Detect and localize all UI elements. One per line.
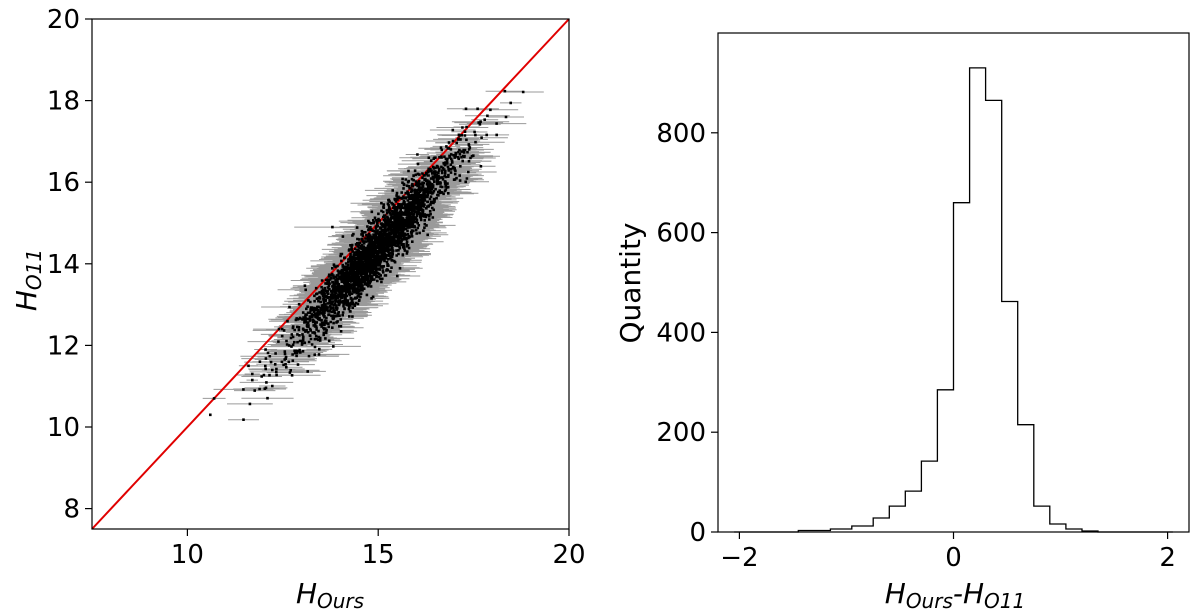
- histogram-x-tick-label: 0: [945, 543, 962, 573]
- histogram-y-tick-label: 400: [656, 318, 706, 348]
- scatter-plot-frame: [91, 18, 570, 530]
- histogram-y-ticks: 0 200 400 600 800: [656, 119, 718, 548]
- scatter-x-ticks: 10 15 20: [171, 529, 586, 570]
- scatter-x-tick-label: 10: [171, 540, 204, 570]
- scatter-y-tick-label: 12: [47, 331, 80, 361]
- scatter-x-axis-label: HOurs: [296, 577, 364, 613]
- scatter-y-tick-label: 20: [47, 5, 80, 35]
- scatter-y-tick-label: 8: [63, 495, 80, 525]
- scatter-y-tick-label: 14: [47, 250, 80, 280]
- scatter-x-tick-label: 15: [362, 540, 395, 570]
- histogram-y-tick-label: 0: [689, 518, 706, 548]
- histogram-x-tick-label: −2: [720, 543, 758, 573]
- scatter-y-tick-label: 18: [47, 87, 80, 117]
- histogram-panel: −2 0 2 0 200 400 600 800 HOurs-HO11 Quantity: [614, 32, 1190, 613]
- histogram-x-ticks: −2 0 2: [720, 532, 1176, 573]
- scatter-y-tick-label: 10: [47, 413, 80, 443]
- histogram-y-tick-label: 200: [656, 418, 706, 448]
- histogram-steps: [734, 67, 1173, 533]
- histogram-x-axis-label: HOurs-HO11: [885, 577, 1026, 613]
- scatter-points: [209, 89, 525, 422]
- scatter-panel: 10 15 20 8 10 12 14 16 18 20 HOurs HO11: [10, 5, 586, 613]
- scatter-y-ticks: 8 10 12 14 16 18 20: [47, 5, 92, 525]
- histogram-y-axis-label: Quantity: [614, 223, 647, 344]
- histogram-y-tick-label: 800: [656, 119, 706, 149]
- scatter-y-axis-label: HO11: [10, 249, 46, 311]
- scatter-y-tick-label: 16: [47, 168, 80, 198]
- scatter-marks: [91, 18, 570, 530]
- histogram-x-tick-label: 2: [1159, 543, 1176, 573]
- histogram-y-tick-label: 600: [656, 219, 706, 249]
- scatter-x-tick-label: 20: [552, 540, 585, 570]
